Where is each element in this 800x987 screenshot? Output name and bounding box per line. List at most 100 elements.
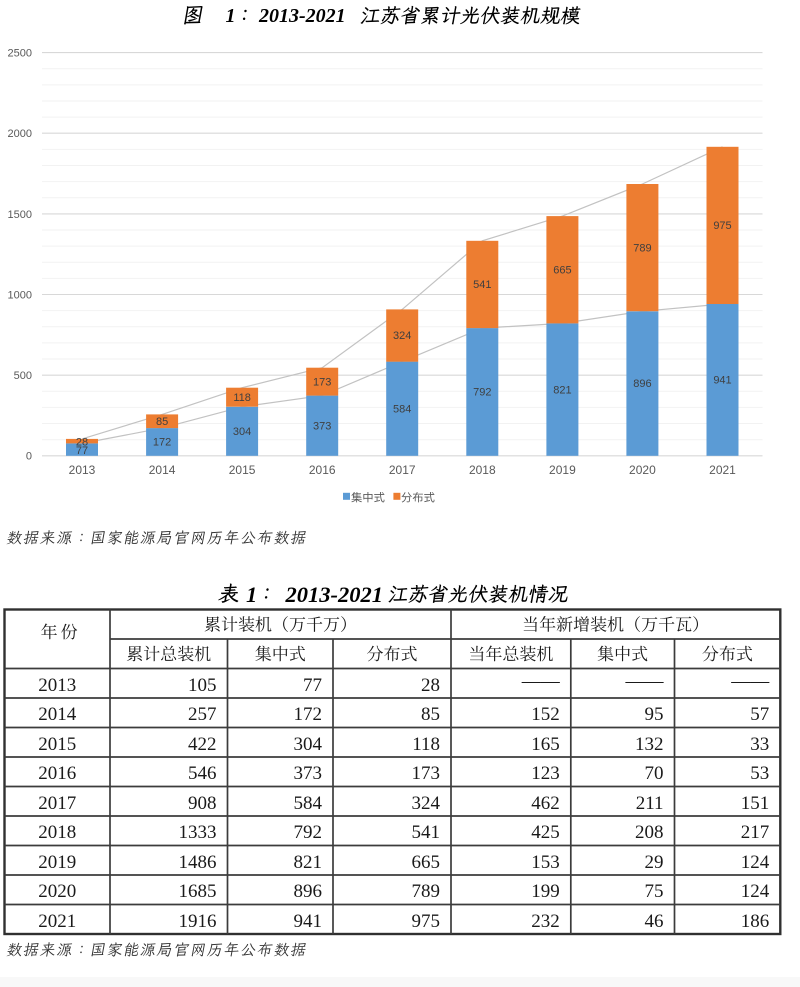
svg-text:173: 173 <box>313 376 331 388</box>
svg-text:2500: 2500 <box>8 48 32 60</box>
svg-text:541: 541 <box>412 822 441 843</box>
svg-text:2014: 2014 <box>149 463 176 477</box>
svg-text:2020: 2020 <box>38 881 76 902</box>
svg-text:208: 208 <box>635 822 664 843</box>
svg-text:28: 28 <box>421 675 440 696</box>
svg-text:95: 95 <box>645 704 664 725</box>
svg-text:124: 124 <box>741 852 770 873</box>
svg-text:2015: 2015 <box>38 734 76 755</box>
svg-text:422: 422 <box>188 734 217 755</box>
svg-text:33: 33 <box>750 734 769 755</box>
svg-text:1685: 1685 <box>179 881 217 902</box>
svg-text:792: 792 <box>294 822 323 843</box>
svg-text:1916: 1916 <box>179 911 217 932</box>
svg-text:2021: 2021 <box>38 911 76 932</box>
svg-text:789: 789 <box>412 881 441 902</box>
svg-text:789: 789 <box>633 242 651 254</box>
svg-text:896: 896 <box>294 881 323 902</box>
svg-text:546: 546 <box>188 763 217 784</box>
svg-text:0: 0 <box>26 451 32 463</box>
svg-text:46: 46 <box>645 911 664 932</box>
svg-text:584: 584 <box>393 403 411 415</box>
svg-text:941: 941 <box>294 911 323 932</box>
svg-text:2016: 2016 <box>38 763 76 784</box>
svg-text:165: 165 <box>531 734 560 755</box>
svg-text:665: 665 <box>412 852 441 873</box>
svg-text:541: 541 <box>473 279 491 291</box>
svg-text:173: 173 <box>412 763 441 784</box>
svg-text:124: 124 <box>741 881 770 902</box>
svg-text:1: 1 <box>226 5 236 27</box>
svg-text:792: 792 <box>473 387 491 399</box>
svg-text:821: 821 <box>294 852 323 873</box>
svg-text:2018: 2018 <box>469 463 496 477</box>
svg-text:665: 665 <box>553 265 571 277</box>
svg-text:941: 941 <box>713 375 731 387</box>
svg-text:896: 896 <box>633 378 651 390</box>
svg-text:304: 304 <box>294 734 323 755</box>
svg-text:29: 29 <box>645 852 664 873</box>
svg-text:2015: 2015 <box>229 463 256 477</box>
svg-text:199: 199 <box>531 881 560 902</box>
svg-text:2017: 2017 <box>389 463 416 477</box>
svg-text:373: 373 <box>313 420 331 432</box>
svg-text:28: 28 <box>76 436 88 448</box>
svg-text:2013-2021: 2013-2021 <box>285 582 384 607</box>
svg-text:500: 500 <box>14 370 32 382</box>
svg-text:——: —— <box>730 671 770 692</box>
svg-text:57: 57 <box>750 704 769 725</box>
svg-text:908: 908 <box>188 793 217 814</box>
svg-text:85: 85 <box>156 416 168 428</box>
svg-text:462: 462 <box>531 793 560 814</box>
svg-text:2019: 2019 <box>38 852 76 873</box>
svg-text:105: 105 <box>188 675 217 696</box>
svg-text:2017: 2017 <box>38 793 76 814</box>
svg-text:70: 70 <box>645 763 664 784</box>
svg-text:1500: 1500 <box>8 209 32 221</box>
svg-text:77: 77 <box>76 445 88 457</box>
svg-text:324: 324 <box>412 793 441 814</box>
svg-text:151: 151 <box>741 793 770 814</box>
svg-text:2019: 2019 <box>549 463 576 477</box>
svg-text:2018: 2018 <box>38 822 76 843</box>
svg-text:153: 153 <box>531 852 560 873</box>
svg-text:2013: 2013 <box>38 675 76 696</box>
svg-text:257: 257 <box>188 704 217 725</box>
svg-text:123: 123 <box>531 763 560 784</box>
svg-text:2014: 2014 <box>38 704 77 725</box>
svg-text:584: 584 <box>294 793 323 814</box>
svg-text:——: —— <box>521 671 561 692</box>
svg-text:2013-2021: 2013-2021 <box>258 5 346 27</box>
svg-text:211: 211 <box>636 793 664 814</box>
svg-text:75: 75 <box>645 881 664 902</box>
svg-text:172: 172 <box>294 704 323 725</box>
svg-text:2016: 2016 <box>309 463 336 477</box>
svg-text:2013: 2013 <box>69 463 96 477</box>
svg-text:217: 217 <box>741 822 770 843</box>
svg-text:77: 77 <box>303 675 322 696</box>
svg-text:132: 132 <box>635 734 664 755</box>
svg-text:1000: 1000 <box>8 289 32 301</box>
svg-text:118: 118 <box>233 392 251 404</box>
svg-text:186: 186 <box>741 911 770 932</box>
svg-text:232: 232 <box>531 911 560 932</box>
svg-text:118: 118 <box>412 734 440 755</box>
svg-text:1: 1 <box>246 582 257 607</box>
svg-text:304: 304 <box>233 426 251 438</box>
svg-text:85: 85 <box>421 704 440 725</box>
svg-text:172: 172 <box>153 437 171 449</box>
svg-text:2021: 2021 <box>709 463 736 477</box>
svg-text:425: 425 <box>531 822 560 843</box>
svg-text:2000: 2000 <box>8 128 32 140</box>
svg-text:——: —— <box>625 671 665 692</box>
svg-text:1333: 1333 <box>179 822 217 843</box>
svg-text:152: 152 <box>531 704 560 725</box>
svg-text:975: 975 <box>412 911 441 932</box>
svg-text:1486: 1486 <box>179 852 217 873</box>
svg-text:975: 975 <box>713 220 731 232</box>
svg-text:324: 324 <box>393 330 411 342</box>
svg-text:2020: 2020 <box>629 463 656 477</box>
svg-text:373: 373 <box>294 763 323 784</box>
svg-text:821: 821 <box>553 384 571 396</box>
svg-text:53: 53 <box>750 763 769 784</box>
